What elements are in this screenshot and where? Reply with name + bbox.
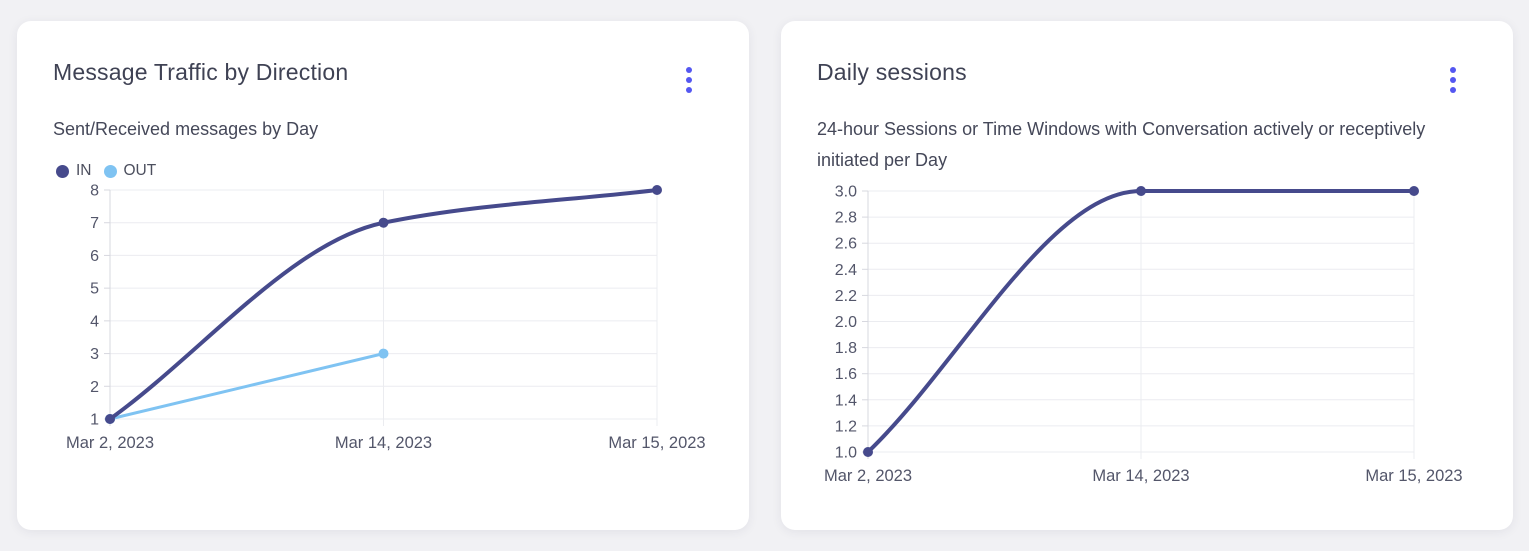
y-tick-label: 2.8: [835, 210, 857, 227]
kebab-menu-icon[interactable]: [675, 61, 703, 99]
card-subtitle: Sent/Received messages by Day: [53, 119, 319, 139]
data-point: [378, 217, 389, 228]
legend-item-out: OUT: [103, 162, 157, 180]
legend-item-in: IN: [56, 162, 92, 180]
x-tick-label: Mar 2, 2023: [66, 434, 154, 452]
y-tick-label: 3.0: [835, 184, 857, 201]
data-point: [1136, 186, 1146, 196]
card-title: Message Traffic by Direction: [53, 59, 349, 85]
y-tick-label: 4: [90, 313, 99, 330]
y-tick-label: 1.8: [835, 340, 857, 357]
x-tick-label: Mar 14, 2023: [335, 434, 432, 452]
message-traffic-line-chart: 1 2 3 4 5 6 7 8 Mar 2, 2023 Mar 14, 2023 Mar 15, 2…: [45, 181, 725, 471]
line-chart-svg: 1.0 1.2 1.4 1.6 1.8 2.0 2.2 2.4 2.6 2.8 3.0 Mar 2, …: [824, 184, 1463, 486]
y-tick-label: 2: [90, 379, 99, 396]
y-tick-label: 1.6: [835, 366, 857, 383]
x-tick-label: Mar 15, 2023: [608, 434, 705, 452]
kebab-dot: [686, 67, 692, 73]
data-point: [105, 414, 115, 424]
kebab-dot: [686, 87, 692, 93]
y-tick-label: 1: [90, 412, 99, 429]
kebab-dot: [686, 77, 692, 83]
y-tick-label: 2.0: [835, 314, 857, 331]
y-tick-label: 5: [90, 281, 99, 298]
series-line: [866, 189, 1416, 454]
kebab-menu-icon[interactable]: [1439, 61, 1467, 99]
chart-legend: IN OUT: [56, 162, 156, 180]
card-title: Daily sessions: [817, 59, 967, 85]
legend-dot-in-icon: [56, 164, 69, 178]
y-tick-label: 2.4: [835, 262, 857, 279]
line-chart-svg: 1 2 3 4 5 6 7 8 Mar 2, 2023 Mar 14, 2023 Mar 15, 2…: [66, 183, 706, 453]
y-tick-label: 8: [90, 183, 99, 200]
legend-label-out: OUT: [123, 162, 157, 179]
kebab-dot: [1450, 67, 1456, 73]
y-tick-label: 2.2: [835, 288, 857, 305]
y-tick-label: 1.4: [835, 392, 857, 409]
y-tick-label: 2.6: [835, 236, 857, 253]
data-point: [1409, 186, 1419, 196]
message-traffic-card: Message Traffic by Direction Sent/Receiv…: [17, 21, 749, 530]
x-tick-label: Mar 14, 2023: [1092, 467, 1189, 485]
y-tick-label: 3: [90, 346, 99, 363]
data-point: [652, 185, 662, 195]
y-tick-label: 1.0: [835, 445, 857, 462]
daily-sessions-line-chart: 1.0 1.2 1.4 1.6 1.8 2.0 2.2 2.4 2.6 2.8 3.0 Mar 2, …: [809, 181, 1499, 496]
daily-sessions-card: Daily sessions 24-hour Sessions or Time …: [781, 21, 1513, 530]
x-tick-label: Mar 2, 2023: [824, 467, 912, 485]
data-point: [863, 447, 873, 457]
series-line: [108, 352, 385, 421]
card-subtitle: 24-hour Sessions or Time Windows with Co…: [817, 119, 1426, 170]
legend-dot-out-icon: [103, 164, 117, 178]
y-tick-label: 7: [90, 215, 99, 232]
kebab-dot: [1450, 77, 1456, 83]
y-tick-label: 6: [90, 248, 99, 265]
y-tick-label: 1.2: [835, 418, 857, 435]
data-point: [378, 348, 389, 359]
legend-label-in: IN: [76, 162, 92, 179]
kebab-dot: [1450, 87, 1456, 93]
x-tick-label: Mar 15, 2023: [1365, 467, 1462, 485]
